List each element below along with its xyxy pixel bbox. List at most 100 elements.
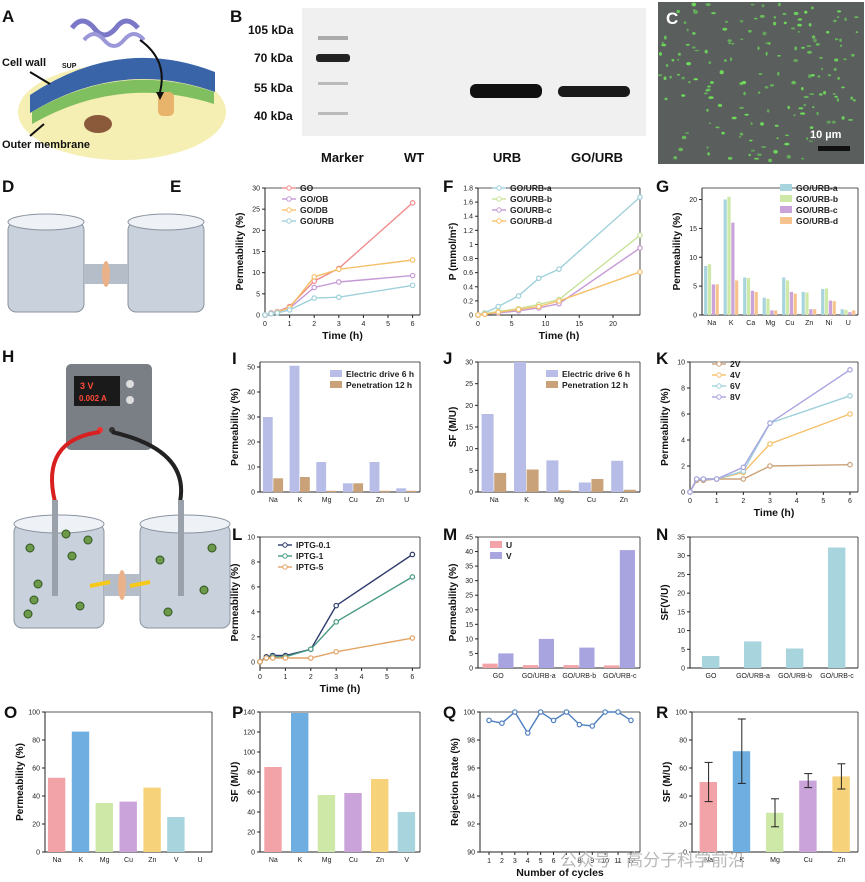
bar: [380, 490, 390, 493]
y-tick-label: 96: [467, 766, 475, 773]
x-tick-label: Na: [52, 857, 61, 864]
y-tick-label: 140: [243, 710, 255, 717]
bar: [832, 301, 836, 315]
x-tick-label: 4: [360, 674, 364, 681]
fluorescent-cell: [803, 95, 809, 99]
data-point: [257, 658, 263, 665]
x-tick-label: GO: [493, 673, 504, 680]
y-tick-label: 8: [251, 559, 255, 566]
legend-marker: [286, 207, 292, 213]
fluorescent-cell: [834, 95, 838, 98]
chart-r: R 0 20 40 60 80 100 SF (M/U) Na K Mg Cu Zn: [656, 703, 859, 864]
data-point: [847, 366, 853, 373]
ion-particle: [163, 607, 173, 617]
x-tick-label: Mg: [322, 857, 332, 864]
fluorescent-cell: [777, 71, 780, 76]
fluorescent-cell: [793, 59, 798, 62]
fluorescent-cell: [801, 157, 804, 160]
legend-label: GO/URB-a: [510, 183, 552, 193]
chart-e: E 0 5 10 15 20 25 30 Permeability (%) 0 1 2 3 4 5 6 Time…: [170, 177, 421, 342]
bar: [699, 782, 717, 852]
fluorescent-cell: [717, 103, 723, 108]
y-tick-label: 0.8: [463, 256, 473, 263]
fluorescent-cell: [681, 135, 687, 140]
fluorescent-cells: [657, 2, 859, 163]
fluorescent-cell: [787, 105, 790, 110]
fluorescent-cell: [768, 158, 773, 163]
y-tick-label: 1: [469, 242, 473, 249]
bar: [848, 312, 852, 315]
ion-particle: [199, 585, 209, 595]
data-point: [700, 476, 707, 482]
fluorescent-cell: [769, 84, 775, 87]
x-tick-label: Ca: [746, 320, 755, 327]
data-point: [537, 709, 544, 715]
x-tick-label: 0: [258, 674, 262, 681]
h-left-top: [13, 514, 105, 534]
bar: [300, 477, 310, 492]
legend-label: GO/DB: [300, 205, 328, 215]
fluorescent-cell: [810, 6, 815, 10]
x-tick-label: 12: [627, 858, 635, 865]
legend-label: U: [506, 540, 512, 550]
micrograph: [658, 2, 864, 164]
y-tick-label: 1.2: [463, 228, 473, 235]
outer-membrane-layer: [32, 79, 214, 124]
y-tick-label: 4: [251, 609, 255, 616]
fluorescent-cell: [706, 108, 709, 112]
marker-band-55: [318, 82, 348, 85]
x-tick-label: 5: [539, 858, 543, 865]
bar: [702, 656, 720, 668]
bar: [801, 291, 805, 315]
y-tick-label: 15: [465, 622, 473, 629]
data-point: [637, 194, 643, 200]
fluorescent-cell: [715, 126, 720, 129]
fluorescent-cell: [794, 46, 797, 51]
series-line: [488, 710, 632, 735]
bar: [786, 648, 804, 668]
fluorescent-cell: [791, 27, 796, 30]
fluorescent-cell: [739, 132, 744, 136]
fluorescent-cell: [669, 75, 672, 79]
y-tick-label: 60: [679, 766, 687, 773]
bar: [406, 490, 417, 493]
fluorescent-cell: [727, 39, 732, 42]
y-tick-label: 20: [677, 591, 685, 598]
data-point: [515, 306, 522, 313]
y-tick-label: 25: [677, 572, 685, 579]
fluorescent-cell: [754, 17, 758, 20]
y-tick-label: 10: [252, 270, 260, 277]
fluorescent-cell: [684, 132, 690, 134]
data-point: [333, 602, 339, 609]
y-tick-label: 100: [463, 710, 475, 717]
outer-membrane-pointer: [29, 123, 45, 137]
legend-marker: [496, 207, 502, 213]
y-tick-label: 20: [679, 822, 687, 829]
y-tick-label: 2: [681, 464, 685, 471]
data-point: [268, 310, 274, 317]
fluorescent-cell: [852, 99, 856, 102]
fluorescent-cell: [762, 31, 767, 36]
legend-marker: [716, 361, 722, 367]
x-tick-label: 1: [283, 674, 287, 681]
data-point: [576, 721, 583, 728]
bar: [744, 641, 762, 668]
chart-g: G 0 5 10 15 20 Permeability (%) Na K Ca Mg Cu Zn Ni U G…: [656, 177, 859, 327]
fluorescent-cell: [806, 45, 812, 47]
x-tick-label: 2: [312, 321, 316, 328]
fluorescent-cell: [707, 85, 711, 88]
x-tick-label: Ni: [825, 320, 832, 327]
fluorescent-cell: [731, 42, 735, 45]
panel-letter: I: [232, 349, 237, 368]
x-tick-label: 3: [337, 321, 341, 328]
y-tick-label: 60: [247, 790, 255, 797]
y-axis-label: SF (M/U): [230, 762, 241, 803]
legend-label: GO/URB-b: [796, 194, 838, 204]
y-tick-label: 10: [247, 535, 255, 542]
legend-label: IPTG-0.1: [296, 540, 331, 550]
panel-letter: N: [656, 525, 668, 544]
fluorescent-cell: [826, 30, 830, 34]
bar: [371, 779, 389, 852]
y-tick-label: 100: [28, 710, 40, 717]
y-tick-label: 1.4: [463, 214, 473, 221]
